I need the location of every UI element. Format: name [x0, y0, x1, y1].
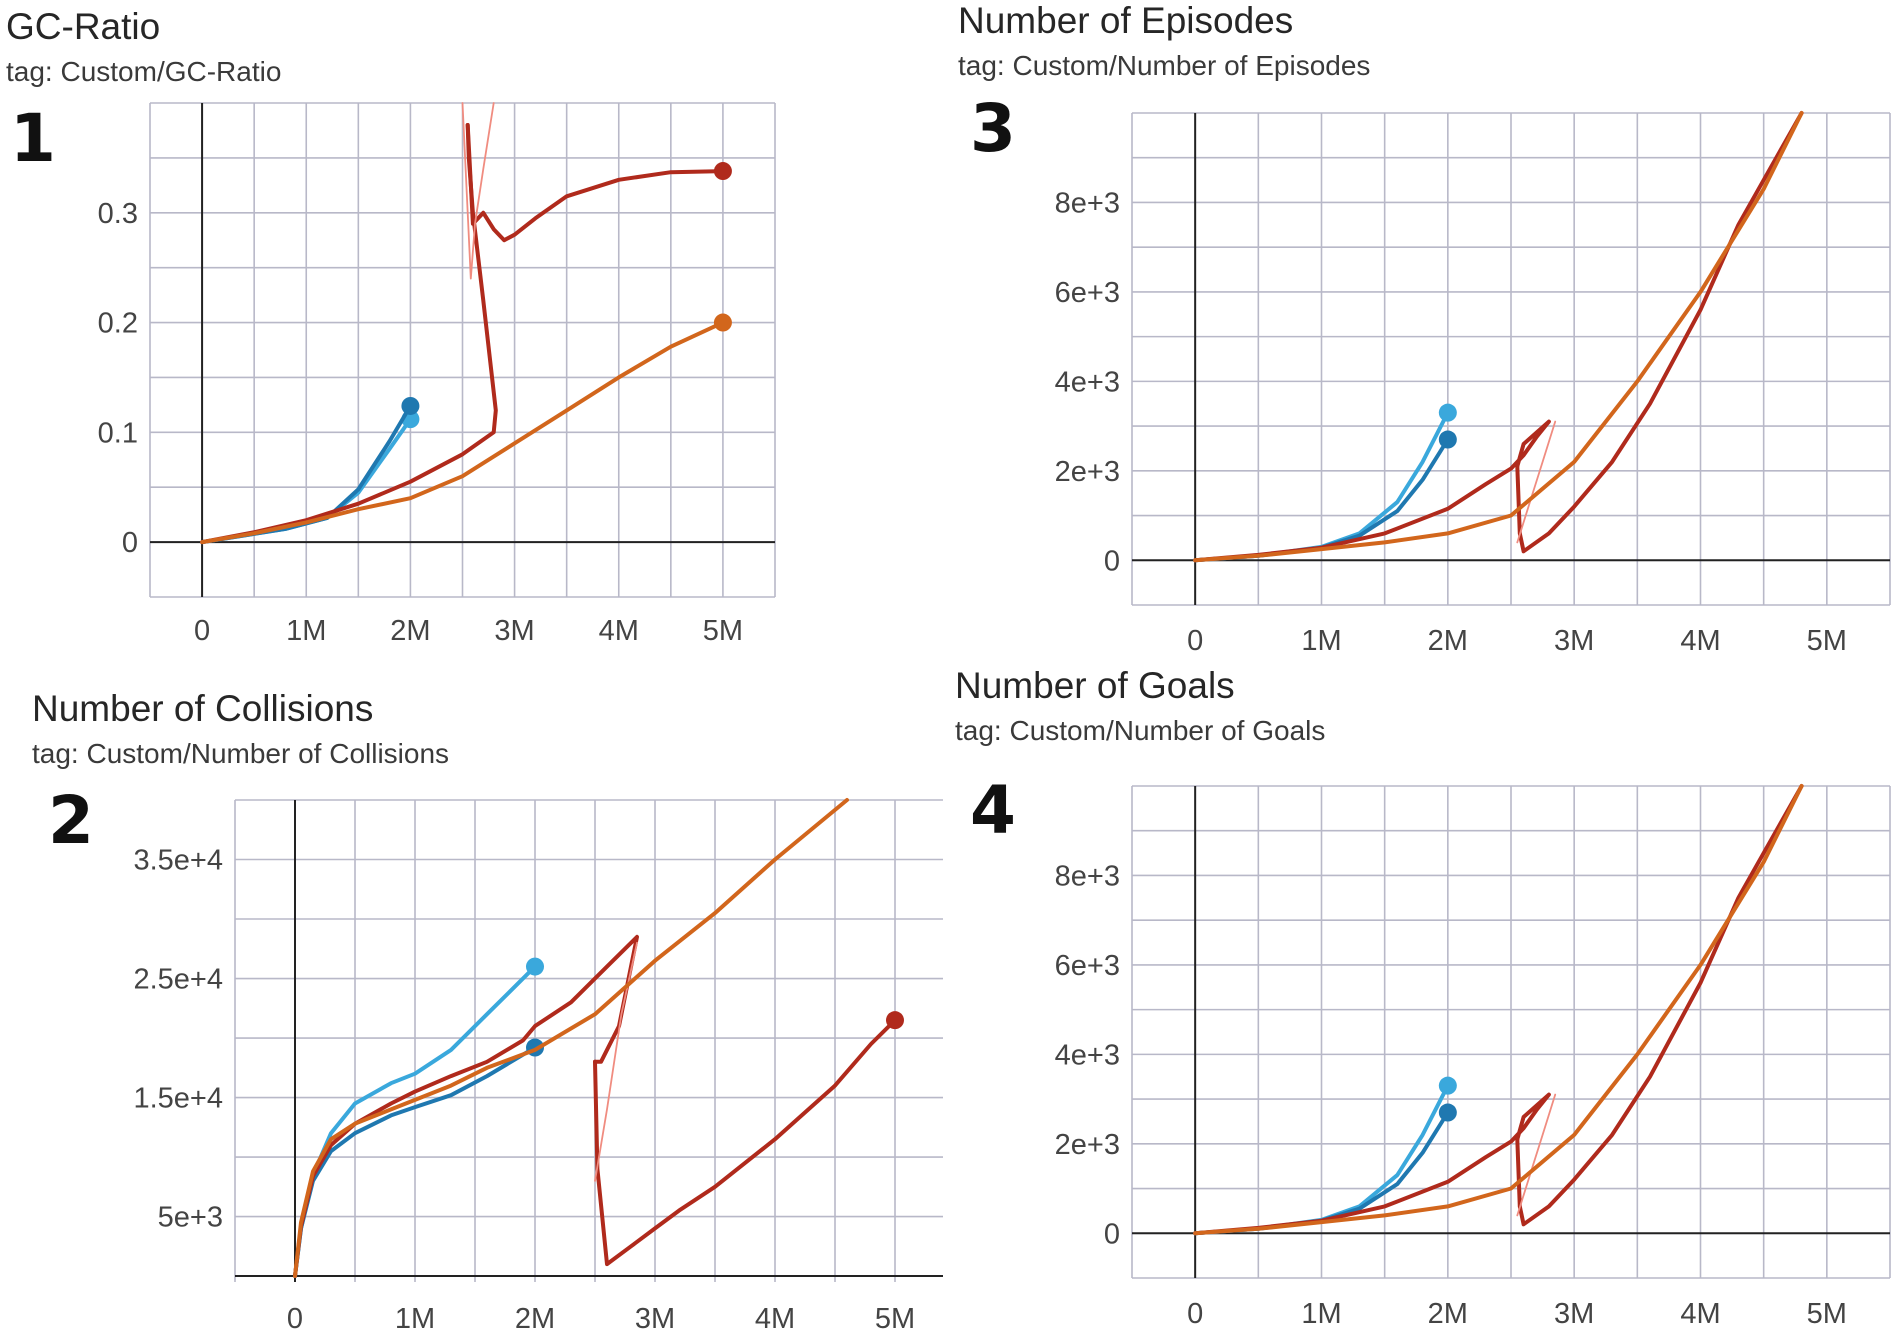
x-tick-label: 3M: [494, 615, 534, 647]
chart-title: Number of Goals: [955, 665, 1235, 706]
x-tick-label: 1M: [1301, 625, 1341, 657]
y-tick-label: 6e+3: [1055, 277, 1120, 309]
x-tick-label: 3M: [1554, 1298, 1594, 1330]
x-tick-label: 4M: [599, 615, 639, 647]
y-tick-label: 4e+3: [1055, 1039, 1120, 1071]
x-tick-label: 1M: [1301, 1298, 1341, 1330]
grid: [1131, 785, 1891, 1279]
series-end-point-run-dark-red-seg2: [713, 162, 732, 181]
y-tick-label: 2e+3: [1055, 1129, 1120, 1161]
chart-gc-ratio: 0 1M 2M 3M 4M 5M 0 0.1 0.2 0.3: [98, 102, 776, 647]
series-end-point-run-light-blue: [1438, 403, 1457, 422]
x-tick-label: 3M: [1554, 625, 1594, 657]
series-end-point-run-light-blue: [1438, 1076, 1457, 1095]
grid: [149, 102, 776, 598]
x-tick-label: 0: [1187, 625, 1203, 657]
series-end-point-run-orange: [713, 313, 732, 332]
series-end-point-run-dark-red-seg2: [886, 1011, 904, 1030]
chart-title: Number of Collisions: [32, 688, 374, 729]
grid: [234, 799, 943, 1282]
x-tick-label: 2M: [515, 1303, 555, 1335]
chart-number-of-collisions: 0 1M 2M 3M 4M 5M 5e+3 1.5e+4 2.5e+4 3.5e+4: [133, 798, 943, 1335]
series-line-run-orange: [200, 320, 725, 545]
x-tick-label: 2M: [1428, 1298, 1468, 1330]
y-tick-label: 2e+3: [1055, 456, 1120, 488]
y-tick-label: 5e+3: [158, 1202, 223, 1234]
series-line-run-dark-red-seg1: [1193, 419, 1551, 563]
series-line-run-dark-red-seg2: [593, 1018, 897, 1267]
y-tick-label: 0.2: [98, 308, 138, 340]
chart-number: 2: [48, 782, 94, 859]
series-line-run-light-red-thin: [594, 941, 638, 1182]
x-tick-label: 5M: [703, 615, 743, 647]
grid: [1131, 112, 1891, 606]
y-tick-label: 0.1: [98, 417, 138, 449]
series-line-run-light-red-thin: [461, 102, 495, 280]
series-line-run-light-red-thin: [1516, 420, 1557, 544]
y-tick-label: 2.5e+4: [133, 964, 223, 996]
x-tick-label: 1M: [395, 1303, 435, 1335]
x-tick-label: 5M: [875, 1303, 915, 1335]
series-line-run-orange: [1193, 111, 1804, 563]
x-tick-label: 4M: [1680, 1298, 1720, 1330]
y-tick-label: 0: [122, 527, 138, 559]
chart-tag: tag: Custom/GC-Ratio: [6, 56, 282, 87]
x-tick-label: 4M: [1680, 625, 1720, 657]
series-line-run-dark-red-seg2: [465, 123, 725, 243]
series-line-run-orange: [293, 798, 849, 1278]
x-tick-label: 5M: [1807, 1298, 1847, 1330]
y-tick-label: 0: [1104, 545, 1120, 577]
x-tick-label: 0: [287, 1303, 303, 1335]
series-end-point-run-dark-blue: [1438, 430, 1457, 449]
x-tick-label: 2M: [390, 615, 430, 647]
x-tick-label: 0: [194, 615, 210, 647]
series-end-point-run-light-blue: [526, 957, 544, 976]
series-end-point-run-dark-blue: [401, 396, 420, 415]
chart-tag: tag: Custom/Number of Episodes: [958, 50, 1371, 81]
series-end-point-run-dark-blue: [1438, 1103, 1457, 1122]
series-line-run-orange: [1193, 784, 1804, 1236]
y-tick-label: 0.3: [98, 198, 138, 230]
x-tick-label: 3M: [635, 1303, 675, 1335]
x-tick-label: 2M: [1428, 625, 1468, 657]
y-tick-label: 3.5e+4: [133, 845, 223, 877]
y-tick-label: 0: [1104, 1218, 1120, 1250]
chart-number: 3: [970, 90, 1016, 167]
chart-number-of-episodes: 0 1M 2M 3M 4M 5M 0 2e+3 4e+3 6e+3 8e+3: [1055, 111, 1891, 657]
y-tick-label: 4e+3: [1055, 366, 1120, 398]
chart-number-of-goals: 0 1M 2M 3M 4M 5M 0 2e+3 4e+3 6e+3 8e+3: [1055, 784, 1891, 1330]
series-line-run-light-red-thin: [1516, 1093, 1557, 1217]
y-tick-label: 6e+3: [1055, 950, 1120, 982]
y-tick-label: 1.5e+4: [133, 1083, 223, 1115]
y-tick-label: 8e+3: [1055, 860, 1120, 892]
chart-tag: tag: Custom/Number of Collisions: [32, 738, 450, 769]
chart-title: Number of Episodes: [958, 0, 1294, 41]
series-line-run-dark-red-seg1: [1193, 1092, 1551, 1236]
x-tick-label: 5M: [1807, 625, 1847, 657]
series-line-run-dark-red-seg1: [293, 934, 639, 1278]
series-line-run-dark-red-seg2: [1515, 784, 1804, 1227]
x-tick-label: 4M: [755, 1303, 795, 1335]
chart-tag: tag: Custom/Number of Goals: [955, 715, 1326, 746]
y-tick-label: 8e+3: [1055, 187, 1120, 219]
chart-title: GC-Ratio: [6, 6, 161, 47]
series-line-run-dark-red-seg2: [1515, 111, 1804, 554]
chart-number: 4: [970, 772, 1016, 849]
x-tick-label: 1M: [286, 615, 326, 647]
x-tick-label: 0: [1187, 1298, 1203, 1330]
chart-number: 1: [10, 100, 56, 177]
